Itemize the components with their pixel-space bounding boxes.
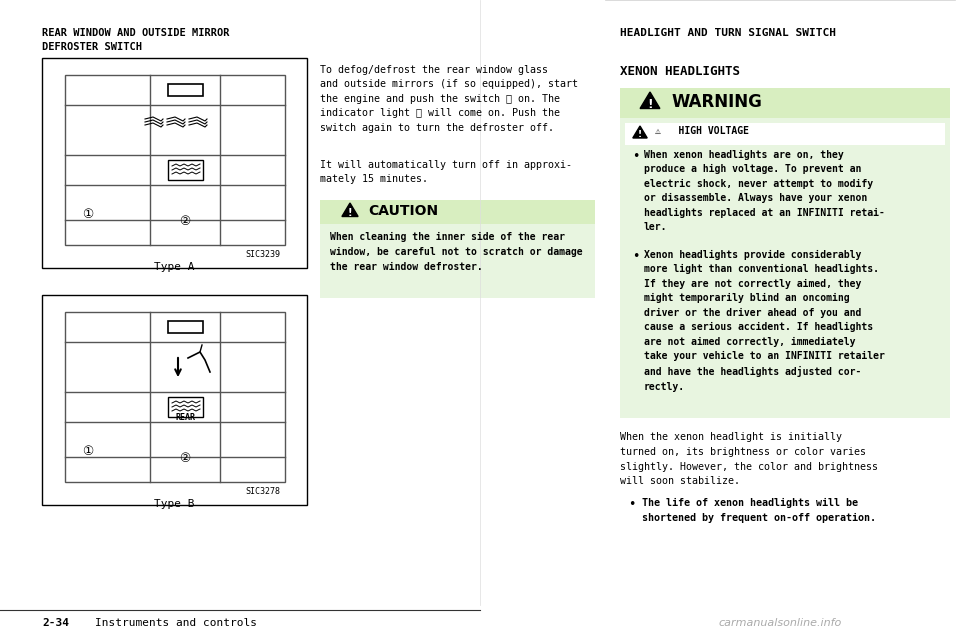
Text: The life of xenon headlights will be
shortened by frequent on-off operation.: The life of xenon headlights will be sho… <box>642 498 876 523</box>
Bar <box>168 160 203 180</box>
Text: SIC3278: SIC3278 <box>245 487 280 496</box>
Text: •: • <box>628 498 636 511</box>
Text: REAR WINDOW AND OUTSIDE MIRROR
DEFROSTER SWITCH: REAR WINDOW AND OUTSIDE MIRROR DEFROSTER… <box>42 28 229 52</box>
Polygon shape <box>633 126 647 138</box>
Text: WARNING: WARNING <box>672 93 763 111</box>
Text: It will automatically turn off in approxi-
mately 15 minutes.: It will automatically turn off in approx… <box>320 160 572 184</box>
Text: •: • <box>632 150 639 163</box>
Bar <box>620 88 950 418</box>
Bar <box>625 123 945 145</box>
Text: To defog/defrost the rear window glass
and outside mirrors (if so equipped), sta: To defog/defrost the rear window glass a… <box>320 65 578 133</box>
Bar <box>65 75 285 245</box>
Bar <box>320 200 595 298</box>
Bar <box>168 397 203 417</box>
Bar <box>620 88 950 118</box>
Text: !: ! <box>348 208 352 218</box>
Bar <box>42 295 307 505</box>
Bar <box>320 200 595 224</box>
Polygon shape <box>342 203 358 216</box>
Text: !: ! <box>647 98 653 110</box>
Text: Type B: Type B <box>154 499 194 509</box>
Polygon shape <box>90 188 160 202</box>
Text: ⚠   HIGH VOLTAGE: ⚠ HIGH VOLTAGE <box>655 126 749 136</box>
Text: When xenon headlights are on, they
produce a high voltage. To prevent an
electri: When xenon headlights are on, they produ… <box>644 150 885 232</box>
Text: HEADLIGHT AND TURN SIGNAL SWITCH: HEADLIGHT AND TURN SIGNAL SWITCH <box>620 28 836 38</box>
Text: Type A: Type A <box>154 262 194 272</box>
Text: Xenon headlights provide considerably
more light than conventional headlights.
I: Xenon headlights provide considerably mo… <box>644 250 885 392</box>
Text: REAR: REAR <box>176 413 196 422</box>
Text: When the xenon headlight is initially
turned on, its brightness or color varies
: When the xenon headlight is initially tu… <box>620 432 878 487</box>
Text: ①: ① <box>83 445 94 458</box>
Text: •: • <box>632 250 639 263</box>
Text: When cleaning the inner side of the rear
window, be careful not to scratch or da: When cleaning the inner side of the rear… <box>330 232 583 272</box>
Polygon shape <box>90 425 160 439</box>
Text: !: ! <box>638 130 642 139</box>
Circle shape <box>198 338 206 346</box>
Text: ①: ① <box>83 208 94 221</box>
Text: 2-34: 2-34 <box>42 618 69 628</box>
Text: XENON HEADLIGHTS: XENON HEADLIGHTS <box>620 65 740 78</box>
Bar <box>42 58 307 268</box>
Text: CAUTION: CAUTION <box>368 204 438 218</box>
Text: ②: ② <box>180 215 191 228</box>
Text: Instruments and controls: Instruments and controls <box>95 618 257 628</box>
Text: carmanualsonline.info: carmanualsonline.info <box>718 618 842 628</box>
Bar <box>65 312 285 482</box>
Bar <box>168 84 203 96</box>
Text: ②: ② <box>180 452 191 465</box>
Polygon shape <box>640 92 660 109</box>
Bar <box>168 321 203 333</box>
Text: SIC3239: SIC3239 <box>245 250 280 259</box>
